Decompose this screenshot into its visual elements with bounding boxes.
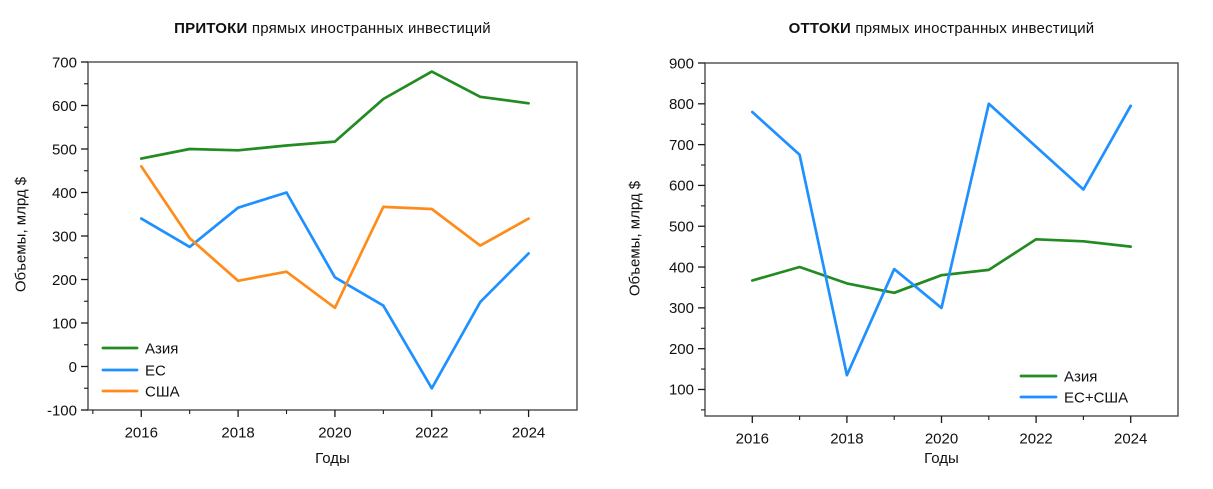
left-x-axis-title: Годы [315,450,350,467]
legend-label-0-0: Азия [145,340,178,357]
x-tick-label: 2018 [830,430,863,447]
series-line-0-0 [139,70,530,160]
right-chart-title: ОТТОКИ прямых иностранных инвестиций [705,20,1178,37]
left-chart-title: ПРИТОКИ прямых иностранных инвестиций [88,20,577,37]
y-tick-label: 400 [669,259,694,276]
legend-label-0-2: США [145,383,180,400]
y-tick-label: 400 [52,185,77,202]
series-line-1-0 [750,237,1133,295]
y-tick-label: 300 [52,228,77,245]
left-y-axis-title: Объемы, млрд $ [12,176,30,293]
x-tick-label: 2022 [1019,430,1052,447]
legend-label-1-0: Азия [1064,368,1097,385]
x-tick-label: 2020 [925,430,958,447]
legend-label-0-1: ЕС [145,362,166,379]
series-line-1-1 [750,102,1133,377]
x-tick-label: 2016 [125,424,158,441]
x-tick-label: 2016 [736,430,769,447]
y-tick-label: 100 [52,315,77,332]
y-tick-label: 500 [669,218,694,235]
legend-label-1-1: ЕС+США [1064,389,1128,406]
x-tick-label: 2024 [1114,430,1147,447]
x-tick-label: 2024 [512,424,545,441]
series-line-0-1 [139,191,530,390]
left-chart-title-bold: ПРИТОКИ [174,20,248,37]
y-tick-label: 100 [669,382,694,399]
plot-frame [704,62,1179,417]
y-tick-label: 0 [69,359,77,376]
x-tick-label: 2022 [415,424,448,441]
right-y-axis-title: Объемы, млрд $ [626,180,644,297]
y-tick-label: 600 [669,178,694,195]
left-chart-title-rest: прямых иностранных инвестиций [251,20,491,37]
right-x-axis-title: Годы [924,450,959,467]
y-tick-label: 700 [669,137,694,154]
y-tick-label: 700 [52,54,77,71]
y-tick-label: 500 [52,141,77,158]
y-tick-label: 600 [52,98,77,115]
y-tick-label: 200 [669,341,694,358]
y-tick-label: -100 [47,402,77,419]
right-chart-title-bold: ОТТОКИ [788,20,852,37]
y-tick-label: 900 [669,55,694,72]
y-tick-label: 200 [52,272,77,289]
right-chart-title-rest: прямых иностранных инвестиций [855,20,1095,37]
series-line-0-2 [139,165,530,310]
y-tick-label: 800 [669,96,694,113]
x-tick-label: 2020 [318,424,351,441]
x-tick-label: 2018 [221,424,254,441]
y-tick-label: 300 [669,300,694,317]
plot-frame [87,61,578,411]
